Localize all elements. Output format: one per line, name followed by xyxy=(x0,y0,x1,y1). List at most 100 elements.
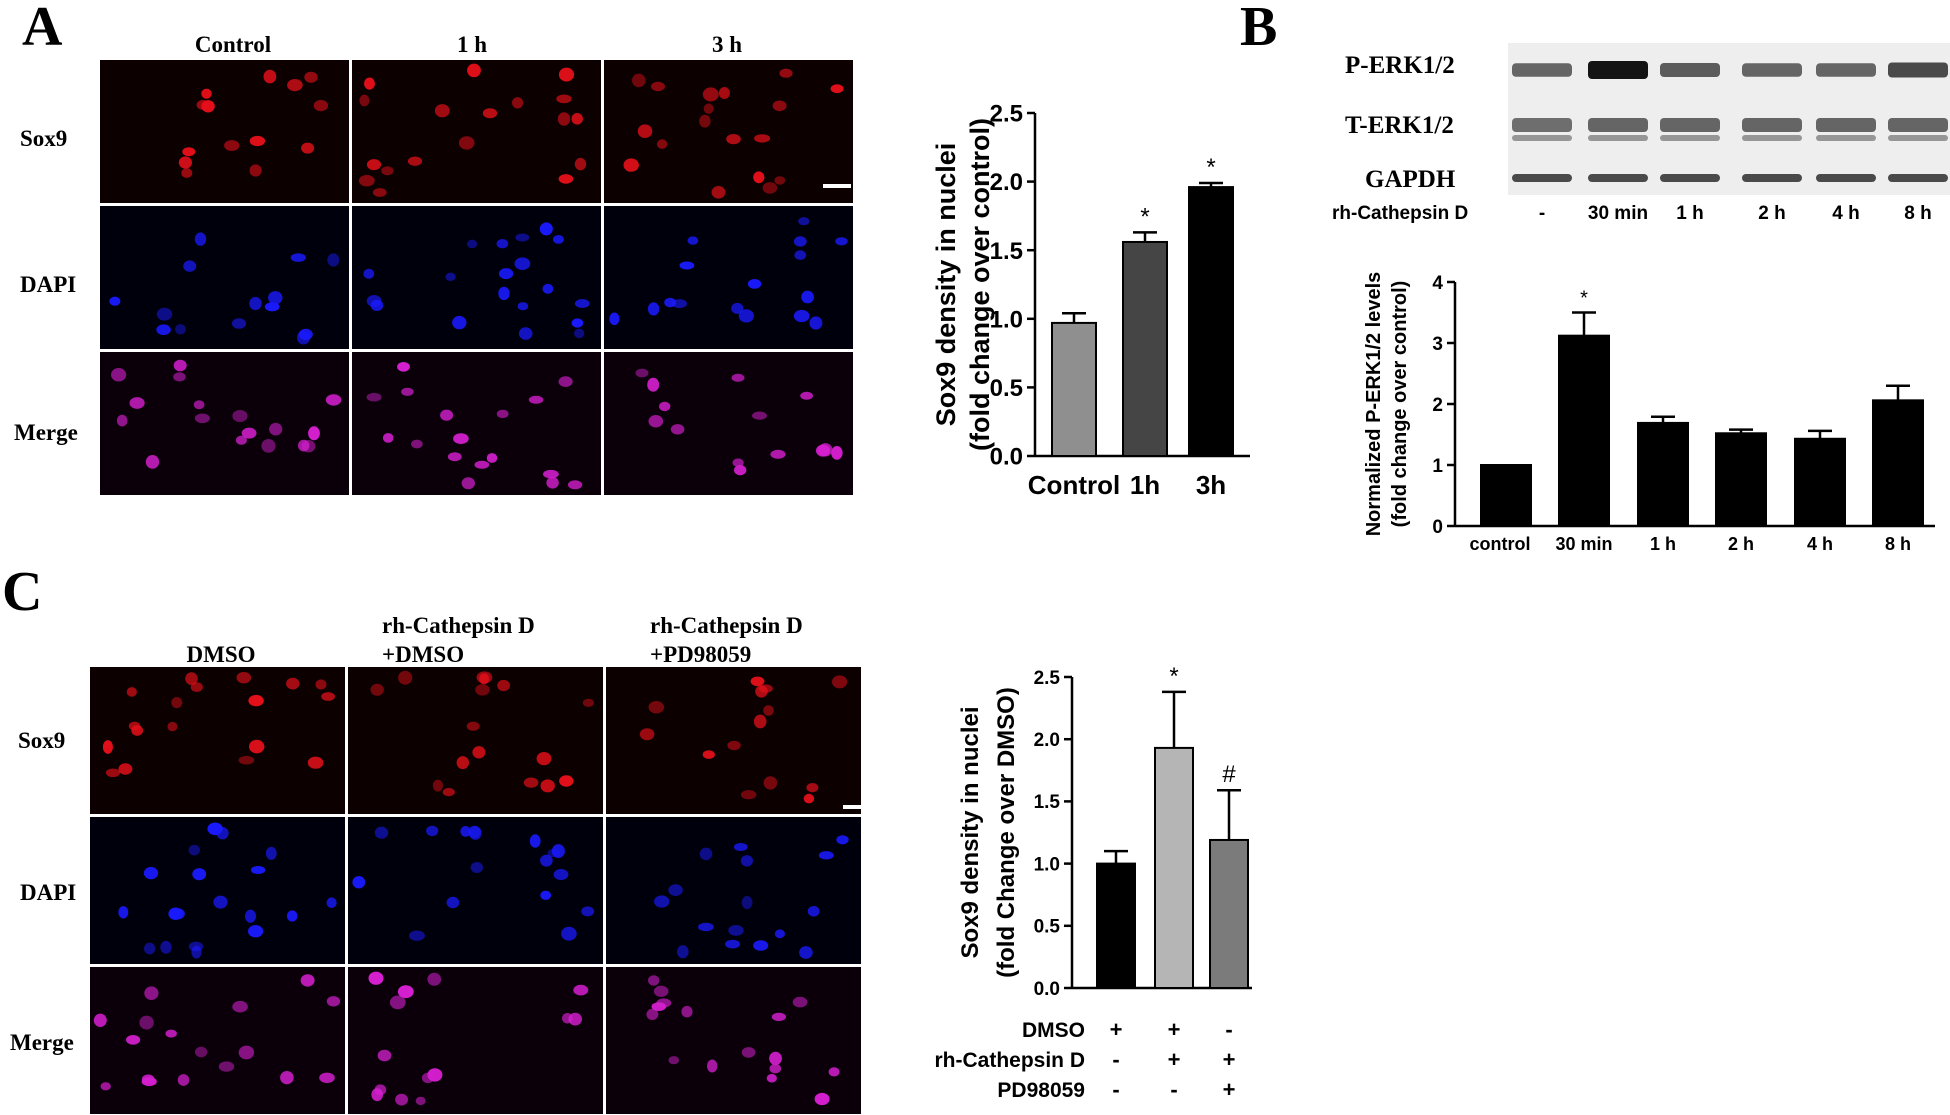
cell-nucleus xyxy=(539,222,553,236)
cell-nucleus xyxy=(452,315,467,330)
cell-nucleus xyxy=(142,1074,155,1083)
cell-nucleus xyxy=(397,362,410,372)
panel-c-micrograph-grid xyxy=(90,667,871,1114)
cell-nucleus xyxy=(734,465,747,476)
cell-nucleus xyxy=(440,409,454,421)
y-axis-label: (fold change over control) xyxy=(1389,281,1411,528)
cell-nucleus xyxy=(432,779,443,792)
lane-label: 30 min xyxy=(1588,203,1648,224)
cell-nucleus xyxy=(426,825,439,837)
cell-nucleus xyxy=(100,1082,111,1091)
bar xyxy=(1637,421,1689,527)
cell-nucleus xyxy=(183,260,197,272)
cell-nucleus xyxy=(173,359,187,372)
cell-nucleus xyxy=(458,136,475,150)
cell-nucleus xyxy=(461,477,475,490)
cell-nucleus xyxy=(770,449,786,459)
panel-c-row-label: DAPI xyxy=(20,880,76,905)
cell-nucleus xyxy=(546,476,559,489)
cell-nucleus xyxy=(835,237,848,246)
cell-nucleus xyxy=(515,233,530,242)
x-tick-label: 8 h xyxy=(1885,534,1911,554)
cell-nucleus xyxy=(517,302,529,311)
cell-nucleus xyxy=(249,164,262,177)
cell-nucleus xyxy=(467,63,481,78)
cell-nucleus xyxy=(498,286,510,301)
cell-nucleus xyxy=(803,793,815,804)
cell-nucleus xyxy=(651,1002,667,1011)
micrograph-tile xyxy=(352,352,601,495)
cell-nucleus xyxy=(799,946,813,959)
cell-nucleus xyxy=(670,424,685,435)
cell-nucleus xyxy=(558,174,574,184)
cell-nucleus xyxy=(363,268,375,279)
cell-nucleus xyxy=(702,87,719,102)
cell-nucleus xyxy=(581,906,595,917)
micrograph-tile xyxy=(90,817,345,964)
cell-nucleus xyxy=(118,906,129,919)
cell-nucleus xyxy=(245,909,256,923)
condition-label: PD98059 xyxy=(997,1079,1085,1102)
panel-c-column-label: +PD98059 xyxy=(650,642,751,667)
cell-nucleus xyxy=(188,941,204,952)
cell-nucleus xyxy=(806,783,819,793)
panel-a-row-label: Merge xyxy=(14,420,78,445)
cell-nucleus xyxy=(300,974,315,987)
blot-band xyxy=(1588,174,1648,182)
cell-nucleus xyxy=(427,972,442,986)
micrograph-tile xyxy=(100,352,349,495)
panel-a-row-label: Sox9 xyxy=(20,126,67,151)
bar xyxy=(1209,838,1249,989)
cell-nucleus xyxy=(558,67,575,82)
micrograph-tile xyxy=(348,817,603,964)
cell-nucleus xyxy=(238,755,255,765)
cell-nucleus xyxy=(248,925,264,938)
condition-sign: - xyxy=(1225,1017,1232,1042)
cell-nucleus xyxy=(194,413,210,424)
condition-sign: + xyxy=(1110,1017,1123,1042)
scale-bar xyxy=(843,805,871,809)
cell-nucleus xyxy=(156,324,171,336)
cell-nucleus xyxy=(728,925,744,936)
cell-nucleus xyxy=(268,291,283,305)
cell-nucleus xyxy=(679,261,695,270)
cell-nucleus xyxy=(727,740,741,751)
y-tick-label: 2.5 xyxy=(990,101,1023,128)
condition-sign: - xyxy=(1112,1047,1119,1072)
cell-nucleus xyxy=(699,114,711,128)
significance-marker: # xyxy=(1222,761,1236,788)
cell-nucleus xyxy=(741,895,753,910)
bar xyxy=(1188,186,1234,457)
cell-nucleus xyxy=(486,453,498,463)
cell-nucleus xyxy=(304,71,318,83)
cell-nucleus xyxy=(726,134,741,145)
blot-band xyxy=(1816,118,1876,132)
y-tick-label: 0.0 xyxy=(990,444,1023,471)
cell-nucleus xyxy=(447,452,462,462)
x-tick-label: control xyxy=(1470,534,1531,554)
cell-nucleus xyxy=(156,307,173,321)
cell-nucleus xyxy=(265,846,277,860)
cell-nucleus xyxy=(370,683,384,696)
bar xyxy=(1715,432,1767,527)
y-tick-label: 0.0 xyxy=(1034,979,1060,1000)
significance-marker: * xyxy=(1140,203,1149,230)
panel-c-column-label: rh-Cathepsin D xyxy=(382,613,535,638)
blot-row-label: T-ERK1/2 xyxy=(1345,112,1454,139)
cell-nucleus xyxy=(831,446,843,460)
blot-band xyxy=(1816,135,1876,141)
y-tick-label: 4 xyxy=(1432,273,1443,294)
cell-nucleus xyxy=(185,672,198,685)
cell-nucleus xyxy=(196,99,210,110)
y-tick-label: 0.5 xyxy=(1034,917,1061,938)
cell-nucleus xyxy=(518,327,533,340)
blot-band xyxy=(1742,63,1802,77)
chart-c: 0.0 0.5 1.0 1.5 2.0 2.5 * # Sox9 density in nucl… xyxy=(934,663,1252,1102)
cell-nucleus xyxy=(750,676,765,687)
micrograph-tile xyxy=(348,667,603,814)
cell-nucleus xyxy=(582,698,595,707)
cell-nucleus xyxy=(637,124,653,138)
cell-nucleus xyxy=(800,391,813,400)
cell-nucleus xyxy=(168,907,183,920)
